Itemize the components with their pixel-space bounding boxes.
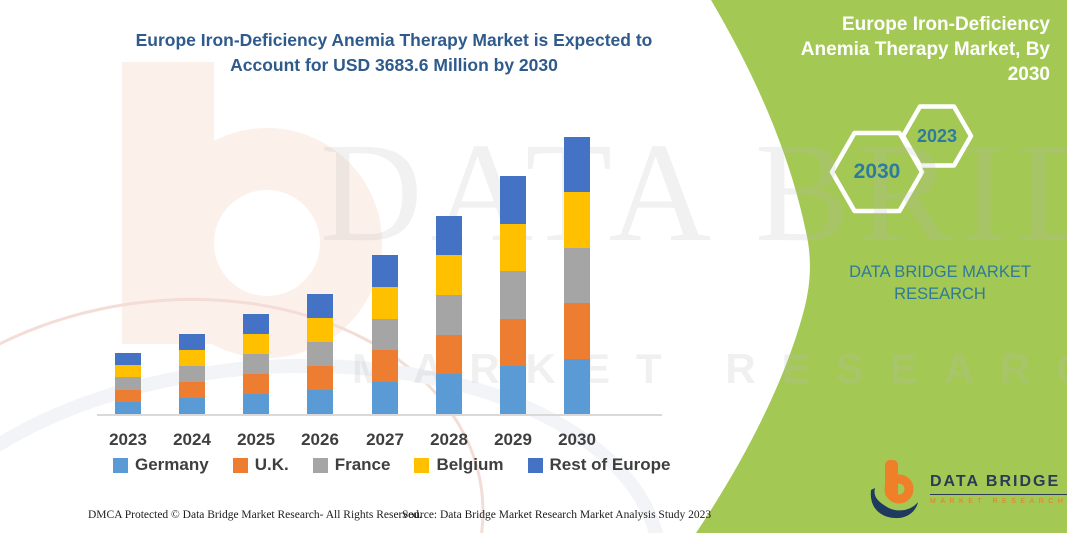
bar-segment-2028-germany (436, 374, 462, 414)
legend-swatch (312, 457, 328, 473)
bar-segment-2030-belgium (564, 192, 590, 248)
bar-segment-2026-u-k- (307, 366, 333, 390)
x-axis-line (97, 414, 662, 416)
x-axis-label-2027: 2027 (366, 430, 404, 449)
bar-segment-2023-belgium (115, 365, 141, 378)
legend-item-belgium: Belgium (414, 455, 504, 475)
logo-subtitle-text: MARKET RESEARCH (930, 498, 1067, 505)
bar-segment-2025-rest-of-europe (243, 313, 269, 334)
bar-segment-2028-belgium (436, 255, 462, 296)
bar-segment-2023-u-k- (115, 389, 141, 402)
data-bridge-logo-icon (870, 460, 918, 519)
bar-segment-2027-france (372, 318, 398, 351)
bar-segment-2027-germany (372, 382, 398, 414)
hexagon-2030-outline (829, 130, 925, 214)
legend-label: U.K. (254, 455, 289, 474)
x-axis-label-2025: 2025 (237, 430, 275, 449)
x-axis-label-2023: 2023 (109, 430, 147, 449)
bar-segment-2030-germany (564, 358, 590, 414)
brand-text: DATA BRIDGE MARKET RESEARCH (849, 263, 1031, 303)
bar-segment-2028-france (436, 295, 462, 335)
legend-item-france: France (312, 455, 391, 475)
hexagon-2023-outline (900, 104, 974, 168)
legend-swatch (527, 457, 543, 473)
bar-segment-2030-rest-of-europe (564, 137, 590, 193)
bar-segment-2025-germany (243, 393, 269, 414)
bar-segment-2024-germany (179, 397, 205, 414)
bar-segment-2029-germany (500, 366, 526, 414)
hexagon-2023-label: 2023 (916, 126, 958, 146)
bar-segment-2026-germany (307, 390, 333, 414)
watermark-market-research-text: MARKET RESEARCH (352, 345, 1067, 392)
hexagon-2030-label: 2030 (853, 160, 901, 183)
bar-segment-2025-u-k- (243, 373, 269, 394)
chart-title: Europe Iron-Deficiency Anemia Therapy Ma… (135, 30, 653, 75)
legend-item-rest-of-europe: Rest of Europe (527, 455, 671, 475)
bar-segment-2024-france (179, 365, 205, 382)
bar-segment-2023-france (115, 377, 141, 390)
bar-segment-2025-france (243, 353, 269, 374)
bar-segment-2025-belgium (243, 333, 269, 354)
bar-segment-2027-u-k- (372, 350, 398, 383)
bar-segment-2030-france (564, 247, 590, 304)
bar-segment-2029-rest-of-europe (500, 175, 526, 224)
green-panel-path (696, 0, 1067, 533)
footer-dmca-text: DMCA Protected © Data Bridge Market Rese… (88, 509, 422, 521)
legend-swatch (232, 457, 248, 473)
bar-segment-2030-u-k- (564, 303, 590, 359)
x-axis-label-2029: 2029 (494, 430, 532, 449)
data-bridge-logo: DATA BRIDGE MARKET RESEARCH (868, 458, 1067, 520)
x-axis-label-2024: 2024 (173, 430, 211, 449)
bar-segment-2027-belgium (372, 286, 398, 319)
bar-segment-2029-belgium (500, 223, 526, 272)
bar-segment-2026-belgium (307, 318, 333, 343)
x-axis-label-2026: 2026 (301, 430, 339, 449)
logo-name-text: DATA BRIDGE (930, 473, 1067, 495)
bar-segment-2028-rest-of-europe (436, 215, 462, 256)
bar-segment-2029-france (500, 271, 526, 319)
bar-segment-2024-u-k- (179, 381, 205, 398)
x-axis-label-2030: 2030 (558, 430, 596, 449)
legend-label: Belgium (436, 455, 504, 474)
chart-legend: Germany U.K. France Belgium Rest of Europe (113, 455, 670, 475)
legend-item-u-k-: U.K. (232, 455, 289, 475)
side-panel-title: Europe Iron-Deficiency Anemia Therapy Ma… (800, 14, 1050, 86)
bar-segment-2027-rest-of-europe (372, 254, 398, 287)
legend-label: France (334, 455, 391, 474)
bar-segment-2024-rest-of-europe (179, 333, 205, 350)
bar-segment-2024-belgium (179, 349, 205, 366)
bar-segment-2026-france (307, 342, 333, 367)
legend-swatch (113, 457, 128, 473)
legend-label: Rest of Europe (549, 455, 671, 474)
footer-source-text: Source: Data Bridge Market Research Mark… (402, 509, 712, 521)
bar-segment-2023-germany (115, 401, 141, 414)
bar-segment-2026-rest-of-europe (307, 294, 333, 319)
bar-segment-2029-u-k- (500, 318, 526, 367)
legend-label: Germany (135, 455, 209, 474)
bar-segment-2023-rest-of-europe (115, 353, 141, 366)
legend-swatch (414, 457, 430, 473)
bar-segment-2028-u-k- (436, 334, 462, 375)
legend-item-germany: Germany (113, 455, 209, 475)
x-axis-label-2028: 2028 (430, 430, 468, 449)
